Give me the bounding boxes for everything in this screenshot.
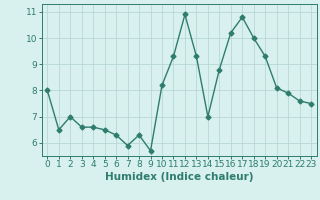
X-axis label: Humidex (Indice chaleur): Humidex (Indice chaleur) — [105, 172, 253, 182]
